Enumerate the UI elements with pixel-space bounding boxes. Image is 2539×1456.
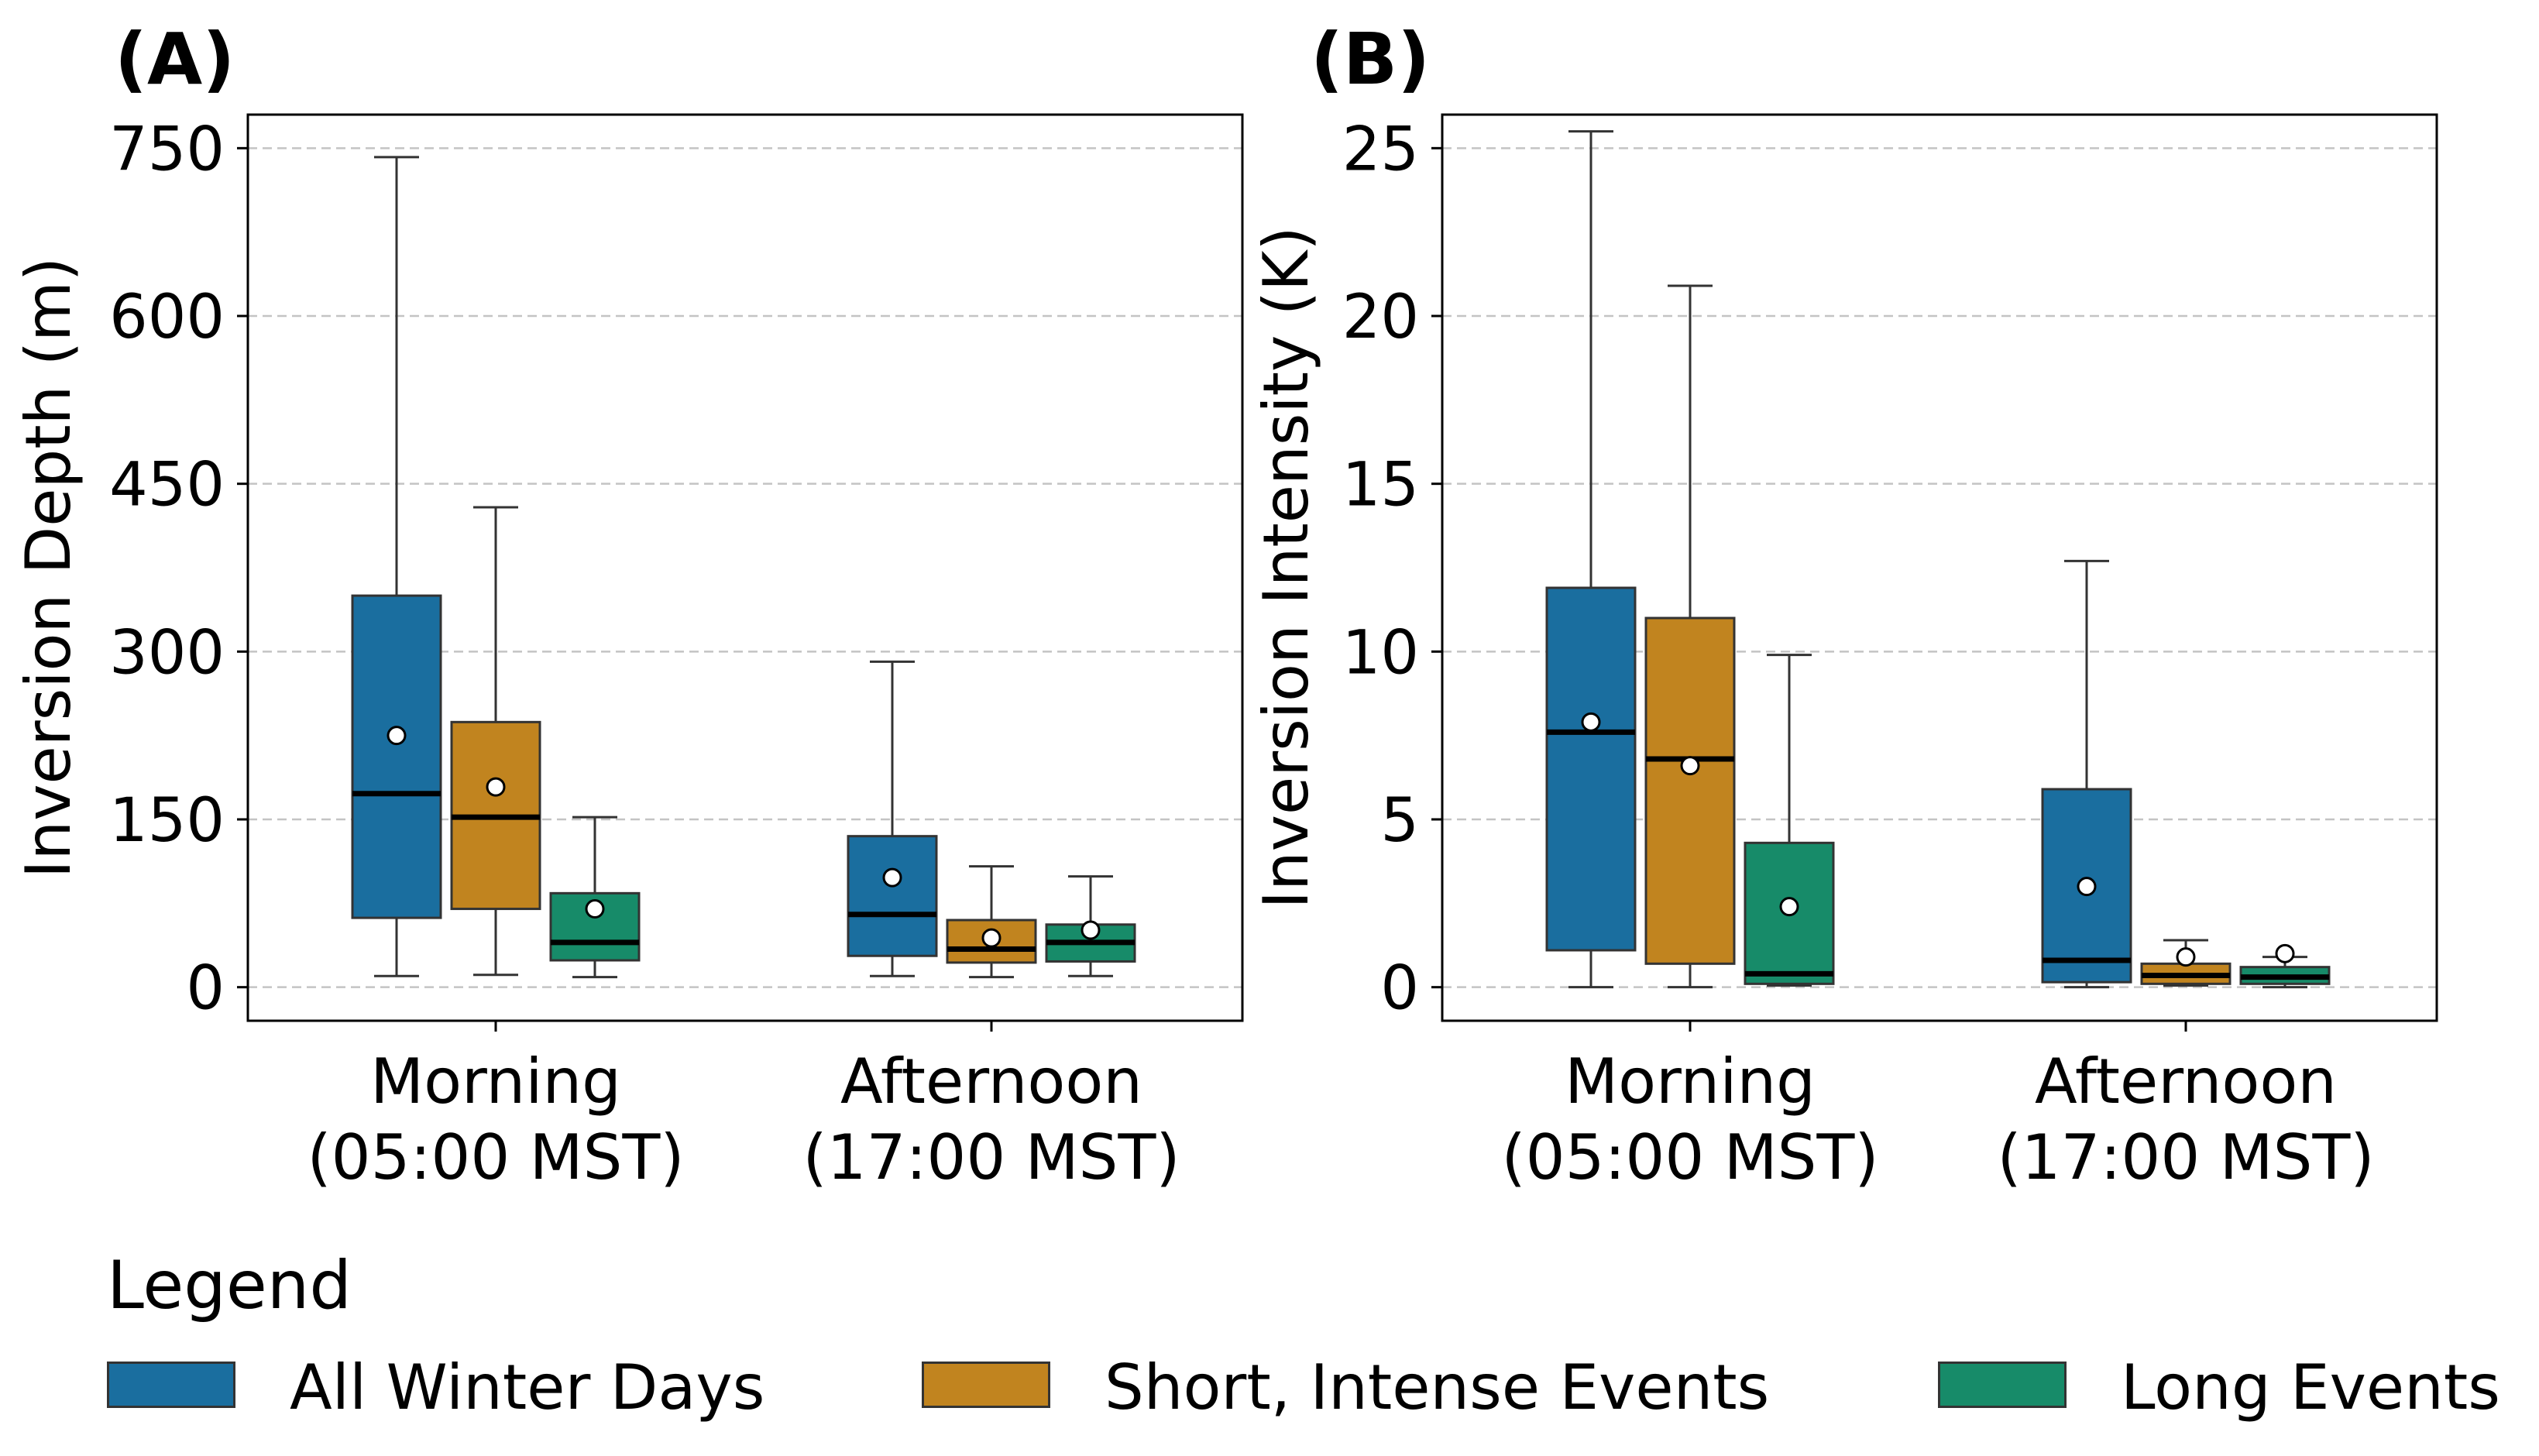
box-long-events-1	[1045, 875, 1136, 977]
box-all-winter-days-0	[351, 156, 442, 977]
y-tick-label: 5	[1380, 786, 1419, 856]
box-all-winter-days-1	[847, 660, 938, 977]
mean-marker	[2176, 947, 2196, 967]
mean-marker	[981, 928, 1002, 948]
box-iqr	[1644, 616, 1736, 965]
y-tick-label: 15	[1342, 451, 1419, 520]
panel-label: (A)	[115, 18, 235, 101]
mean-marker	[1779, 897, 1799, 917]
mean-marker	[1680, 756, 1700, 776]
y-tick-label: 300	[109, 618, 225, 688]
y-tick-label: 600	[109, 283, 225, 352]
y-tick-label: 450	[109, 451, 225, 520]
axes-frame	[1441, 113, 2438, 1022]
legend-title: Legend	[107, 1247, 352, 1324]
x-tick-label: Afternoon	[2035, 1046, 2337, 1118]
mean-marker	[1081, 920, 1101, 940]
axes-frame	[246, 113, 1244, 1022]
y-tick-label: 150	[109, 786, 225, 856]
y-axis-label: Inversion Intensity (K)	[1250, 226, 1322, 908]
x-tick-label: (17:00 MST)	[1997, 1121, 2374, 1193]
legend-swatch	[922, 1362, 1050, 1408]
box-iqr	[847, 835, 938, 957]
box-long-events-0	[549, 816, 641, 979]
mean-marker	[2077, 877, 2097, 897]
box-iqr	[351, 594, 442, 919]
y-tick-label: 0	[186, 954, 225, 1024]
x-tick-label: (05:00 MST)	[1501, 1121, 1878, 1193]
box-all-winter-days-1	[2041, 559, 2132, 989]
x-tick-label: (17:00 MST)	[802, 1121, 1180, 1193]
panel-label: (B)	[1311, 18, 1430, 101]
box-long-events-1	[2239, 943, 2331, 989]
panel-a: 0 150 300 450 600 750 Morning(05:00 MST) Aftern…	[12, 18, 1244, 1193]
x-tick-label: Morning	[370, 1046, 621, 1118]
mean-marker	[882, 867, 902, 888]
y-tick-label: 0	[1380, 954, 1419, 1024]
x-tick-label: Afternoon	[840, 1046, 1142, 1118]
mean-marker	[1581, 712, 1601, 732]
box-all-winter-days-0	[1545, 130, 1637, 989]
box-short-intense-events-0	[1644, 284, 1736, 989]
legend-swatch	[107, 1362, 235, 1408]
legend: Legend All Winter Days Short, Intense Ev…	[107, 1247, 2524, 1441]
box-short-intense-events-1	[2140, 939, 2232, 987]
panel-b: 0 5 10 15 20 25 Morning(05:00 MST) Afternoon(17…	[1250, 18, 2438, 1193]
y-axis-label: Inversion Depth (m)	[12, 257, 84, 878]
box-iqr	[1545, 586, 1637, 952]
mean-marker	[387, 726, 407, 746]
legend-label: Short, Intense Events	[1105, 1351, 1770, 1423]
mean-marker	[585, 899, 605, 919]
legend-swatch	[1938, 1362, 2067, 1408]
mean-marker	[486, 777, 506, 797]
box-short-intense-events-1	[946, 865, 1037, 979]
x-tick-label: Morning	[1565, 1046, 1816, 1118]
y-tick-label: 25	[1342, 115, 1419, 184]
legend-label: Long Events	[2121, 1351, 2500, 1423]
mean-marker	[2275, 943, 2295, 963]
y-tick-label: 20	[1342, 283, 1419, 352]
x-tick-label: (05:00 MST)	[307, 1121, 684, 1193]
box-short-intense-events-0	[450, 506, 541, 977]
legend-label: All Winter Days	[290, 1351, 765, 1423]
box-long-events-0	[1744, 654, 1835, 987]
y-tick-label: 10	[1342, 618, 1419, 688]
y-tick-label: 750	[109, 115, 225, 184]
